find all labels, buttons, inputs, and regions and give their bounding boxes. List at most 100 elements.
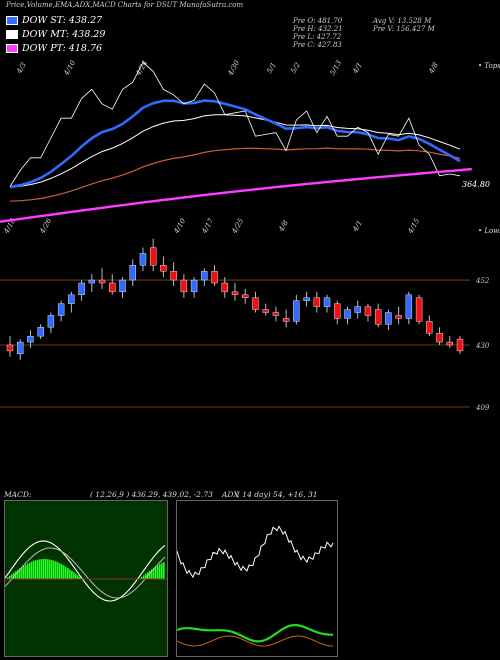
macd-bar (29, 562, 31, 579)
candle (354, 300, 361, 319)
lows-label: • Lows (478, 227, 500, 235)
candle (190, 277, 198, 298)
legend-swatch-pt (6, 44, 18, 53)
candle (456, 336, 464, 354)
macd-bar (75, 573, 77, 579)
adx-values: ( 14 day) 54, +16, 31 (237, 490, 318, 499)
candle (37, 324, 44, 340)
macd-bar (149, 570, 151, 579)
legend-swatch-st (6, 16, 18, 25)
stat-prev-high: Pre H: 432.21 (293, 25, 343, 33)
candle (344, 306, 351, 325)
macd-bar (45, 559, 47, 579)
candle (272, 306, 280, 322)
candle (180, 274, 188, 298)
macd-bar (59, 563, 61, 579)
macd-bar (55, 561, 57, 579)
candle (109, 274, 116, 295)
macd-bar (11, 574, 13, 579)
candle (47, 312, 55, 334)
legend-dow-st: DOW ST: 438.27 (6, 15, 102, 26)
candle (221, 277, 228, 298)
adx-svg (177, 525, 334, 647)
di-plus-line (177, 623, 334, 643)
stat-prev-low: Pre L: 427.72 (293, 33, 342, 41)
macd-bar (13, 572, 15, 579)
macd-bar (33, 560, 35, 579)
candle (303, 291, 310, 307)
candle (405, 291, 413, 325)
macd-bar (73, 572, 75, 579)
macd-bar (143, 575, 145, 579)
adx-line (177, 525, 334, 579)
macd-bar (157, 565, 159, 579)
candle (160, 256, 167, 278)
macd-label: MACD: (4, 490, 32, 499)
candle (374, 303, 382, 328)
candle (415, 294, 423, 325)
candle (426, 315, 433, 337)
level-label: 430 (475, 342, 490, 350)
candle (313, 291, 321, 313)
macd-bar (27, 563, 29, 579)
macd-bar (23, 565, 25, 579)
candle (385, 309, 392, 331)
legend-label-st: DOW ST: 438.27 (22, 15, 103, 26)
macd-bar (65, 566, 67, 579)
macd-bar (79, 576, 81, 579)
candle (262, 303, 269, 316)
macd-bar (43, 559, 45, 579)
candle (170, 262, 177, 286)
candles (6, 238, 464, 360)
stat-avg-volume: Avg V: 13.528 M (373, 17, 432, 25)
candle (446, 336, 453, 348)
macd-bar (155, 566, 157, 579)
macd-bar (7, 577, 9, 579)
adx-panel (176, 500, 338, 657)
last-value-label: 364.80 (462, 180, 490, 189)
candle (364, 303, 372, 322)
macd-svg (5, 540, 167, 602)
macd-bar (37, 559, 39, 579)
macd-bar (9, 575, 11, 579)
tops-label: • Tops (478, 62, 500, 70)
candle (252, 291, 259, 313)
stat-prev-close: Pre C: 427.83 (293, 41, 342, 49)
macd-bar (77, 575, 79, 579)
price-chart-svg: 452 430 409 (0, 61, 490, 412)
level-label: 452 (475, 277, 490, 285)
macd-bar (39, 559, 41, 579)
candle (78, 280, 85, 301)
macd-bar (159, 564, 161, 579)
candle (129, 259, 136, 286)
candle (119, 277, 126, 298)
chart-title: Price,Volume,EMA,ADX,MACD Charts for DSU… (6, 1, 244, 9)
stat-prev-open: Pre O: 481.70 (293, 17, 343, 25)
di-minus-line (177, 635, 333, 647)
candle (242, 288, 249, 304)
macd-values: ( 12,26,9 ) 436.29, 439.02, -2.73 (90, 490, 213, 499)
macd-line (5, 540, 166, 602)
legend-dow-pt: DOW PT: 418.76 (6, 43, 102, 54)
macd-bar (19, 568, 21, 579)
candle (98, 268, 106, 289)
macd-bar (61, 564, 63, 579)
macd-bar (53, 560, 55, 579)
legend-swatch-mt (6, 30, 18, 39)
macd-signal-line (5, 547, 166, 599)
candle (436, 327, 443, 345)
macd-bar (49, 559, 51, 579)
candle (139, 247, 147, 272)
legend-dow-mt: DOW MT: 438.29 (6, 29, 105, 40)
macd-bar (69, 569, 71, 579)
ema-long-line (9, 147, 461, 202)
candle (395, 306, 402, 325)
candle (17, 339, 24, 360)
level-label: 409 (475, 404, 490, 412)
macd-bar (31, 561, 33, 579)
stat-prev-volume: Pre V: 156.427 M (373, 25, 435, 33)
candle (334, 300, 341, 325)
candle (27, 330, 34, 348)
candle (211, 265, 218, 286)
macd-bar (57, 562, 59, 579)
